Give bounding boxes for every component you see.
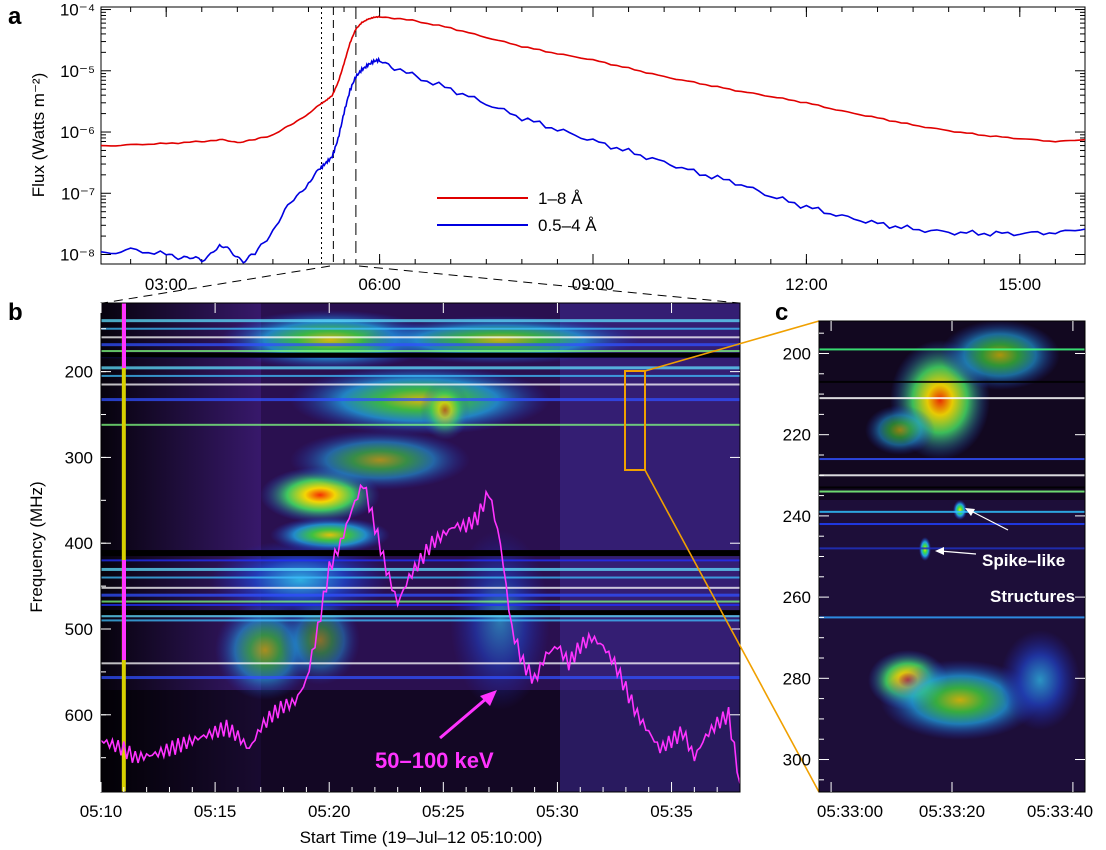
interference-band — [101, 662, 740, 665]
zoom-interference-band — [819, 397, 1085, 400]
spectrum-x-tick-label: 05:10 — [80, 802, 123, 821]
interference-band — [101, 559, 740, 562]
spectrum-x-tick-label: 05:30 — [536, 802, 579, 821]
hxr-arrow-head — [480, 690, 497, 706]
goes-x-tick-label: 15:00 — [999, 275, 1042, 294]
spike-label-line2: Structures — [990, 587, 1075, 606]
spectrum-x-tick-label: 05:15 — [194, 802, 237, 821]
panel-label-b: b — [8, 299, 23, 326]
spike-arrow-1 — [968, 509, 1009, 531]
legend-label-short: 0.5–4 Å — [538, 216, 597, 235]
goes-long-series-line — [101, 15, 1085, 147]
spectrum-y-tick-label: 600 — [65, 706, 93, 725]
zoom-y-tick-label: 280 — [783, 669, 811, 688]
hxr-arrow-shaft — [439, 696, 488, 740]
radio-spectrogram — [101, 303, 740, 792]
radio-spectrum-panel: 200 300 400 500 600 05:10 05:15 05:20 05:25 05:30… — [27, 302, 820, 847]
zoom-y-tick-label: 220 — [783, 426, 811, 445]
interference-band — [101, 603, 740, 606]
interference-band — [101, 586, 740, 589]
zoom-y-tick-label: 300 — [783, 751, 811, 770]
panel-label-a: a — [8, 3, 22, 30]
goes-x-tick-label: 09:00 — [572, 275, 615, 294]
hxr-lightcurve-line — [101, 483, 740, 784]
zoom-interference-band — [819, 458, 1085, 461]
interference-band — [101, 336, 740, 339]
interference-band — [101, 366, 740, 370]
spike-structure-2 — [953, 500, 967, 520]
zoom-spectrum-panel: 200 220 240 260 280 300 05:33:00 05:33:20 05:33:… — [783, 320, 1093, 821]
zoom-connector-right — [358, 265, 740, 304]
interference-dark-band — [101, 352, 740, 358]
interference-band — [101, 319, 740, 323]
interference-band — [101, 343, 740, 347]
interference-band — [101, 398, 740, 402]
interference-band — [101, 327, 740, 330]
interference-band — [101, 614, 740, 618]
goes-y-tick-label: 10⁻⁸ — [60, 246, 95, 265]
zoom-interference-band — [819, 547, 1085, 550]
spectrum-y-tick-label: 300 — [65, 448, 93, 467]
goes-y-tick-label: 10⁻⁶ — [60, 123, 95, 142]
panel-label-c: c — [775, 299, 788, 326]
interference-band — [101, 350, 740, 353]
zoom-x-tick-label: 05:33:00 — [817, 802, 883, 821]
zoom-interference-band — [819, 510, 1085, 513]
spectrum-y-tick-label: 400 — [65, 534, 93, 553]
zoom-interference-band — [819, 616, 1085, 619]
spectrum-y-axis-label: Frequency (MHz) — [27, 481, 46, 612]
interference-band — [101, 567, 740, 571]
zoom-y-tick-label: 260 — [783, 588, 811, 607]
interference-band — [101, 619, 740, 622]
interference-band — [101, 383, 740, 386]
goes-short-series-line — [101, 56, 1085, 264]
zoom-region-box — [624, 370, 646, 471]
spectrum-y-tick-label: 500 — [65, 620, 93, 639]
spectrum-x-tick-label: 05:35 — [650, 802, 693, 821]
interference-band — [101, 600, 740, 603]
zoom-interference-band — [819, 474, 1085, 477]
zoom-interference-band — [819, 348, 1085, 351]
zoom-connector-left — [102, 265, 331, 304]
goes-y-tick-label: 10⁻⁵ — [60, 62, 95, 81]
spectrum-x-tick-label: 05:25 — [422, 802, 465, 821]
zoom-interference-band — [819, 523, 1085, 526]
spike-arrow-2 — [939, 550, 977, 555]
goes-plot-frame — [100, 6, 1086, 265]
goes-x-tick-label: 06:00 — [358, 275, 401, 294]
zoom-x-tick-label: 05:33:40 — [1027, 802, 1093, 821]
zoom-interference-band — [819, 490, 1085, 493]
spike-label-line1: Spike–like — [982, 551, 1065, 570]
zoom-y-tick-label: 200 — [783, 344, 811, 363]
hxr-label: 50–100 keV — [375, 748, 494, 773]
spectrum-x-tick-label: 05:20 — [308, 802, 351, 821]
interference-band — [101, 423, 740, 426]
interference-dark-band — [101, 610, 740, 616]
zoom-y-tick-label: 240 — [783, 507, 811, 526]
goes-y-tick-label: 10⁻⁴ — [60, 1, 95, 20]
spike-arrow-2-head — [935, 547, 944, 555]
interference-band — [101, 374, 740, 377]
spike-arrow-1-head — [965, 508, 975, 516]
interference-band — [101, 676, 740, 680]
spectrum-y-tick-label: 200 — [65, 363, 93, 382]
goes-y-tick-label: 10⁻⁷ — [61, 184, 95, 203]
zoom-connector-bottom — [644, 469, 820, 793]
goes-legend: 1–8 Å 0.5–4 Å — [437, 189, 597, 235]
interference-band — [101, 593, 740, 597]
zoom-spectrogram — [819, 321, 1085, 792]
zoom-interference-band — [819, 486, 1085, 489]
goes-y-axis-label: Flux (Watts m⁻²) — [29, 73, 48, 198]
legend-label-long: 1–8 Å — [538, 189, 583, 208]
zoom-x-tick-label: 05:33:20 — [919, 802, 985, 821]
zoom-connector-top — [644, 320, 820, 372]
spectrum-x-axis-label: Start Time (19–Jul–12 05:10:00) — [300, 828, 543, 847]
interference-band — [101, 576, 740, 579]
zoom-interference-band — [819, 380, 1085, 383]
goes-x-tick-label: 12:00 — [785, 275, 828, 294]
goes-x-tick-label: 03:00 — [145, 275, 188, 294]
goes-flux-panel: 10⁻⁸ 10⁻⁷ 10⁻⁶ 10⁻⁵ 10⁻⁴ 03:00 06:00 09:00 12:00… — [29, 1, 1086, 294]
